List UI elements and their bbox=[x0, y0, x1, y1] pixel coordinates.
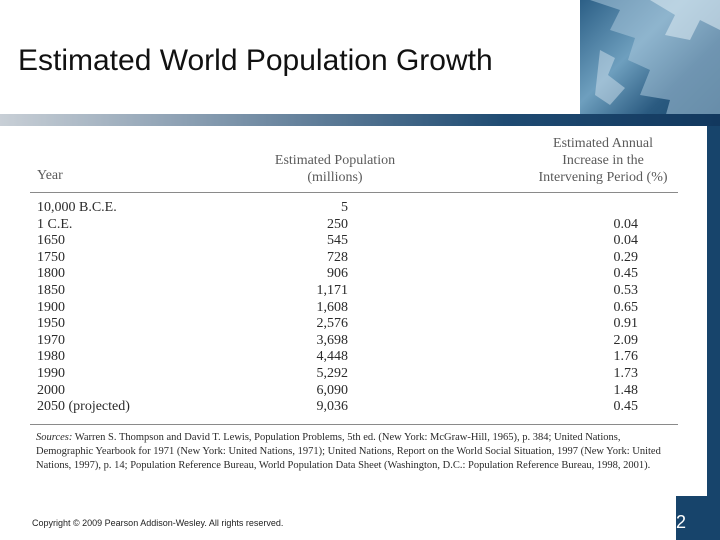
title-divider-band bbox=[0, 114, 720, 126]
right-accent-bar bbox=[707, 126, 720, 540]
cell-population: 5 bbox=[341, 200, 348, 215]
cell-increase: 0.53 bbox=[613, 282, 639, 298]
cell-population: 9,036 bbox=[316, 399, 349, 415]
cell-increase: 1.73 bbox=[613, 365, 639, 381]
cell-increase: 2.09 bbox=[613, 332, 639, 348]
cell-year: 1850 bbox=[37, 282, 65, 298]
cell-year: 10,000 B.C.E. bbox=[37, 200, 117, 215]
table-row: 2050 (projected) 9,036 0.45 bbox=[30, 399, 678, 416]
world-map-graphic bbox=[590, 0, 720, 118]
cell-year: 1650 bbox=[37, 233, 65, 249]
cell-year: 1950 bbox=[37, 316, 65, 332]
map-corner-image bbox=[580, 0, 720, 118]
cell-increase: 0.29 bbox=[613, 249, 639, 265]
slide-title: Estimated World Population Growth bbox=[18, 44, 493, 77]
table-body: 10,000 B.C.E. 5 1 C.E. 250 0.04 1650 545… bbox=[30, 193, 678, 416]
cell-population: 906 bbox=[327, 266, 348, 282]
cell-increase: 0.04 bbox=[613, 233, 639, 249]
cell-year: 1 C.E. bbox=[37, 216, 73, 232]
cell-population: 2,576 bbox=[316, 316, 349, 332]
cell-increase: 0.04 bbox=[613, 216, 639, 232]
header-increase-line1: Estimated Annual bbox=[553, 136, 653, 151]
cell-population: 6,090 bbox=[316, 382, 349, 398]
table-row: 1950 2,576 0.91 bbox=[30, 316, 678, 333]
cell-increase: 0.45 bbox=[613, 399, 639, 415]
table-row: 1970 3,698 2.09 bbox=[30, 333, 678, 350]
page-number: 2 bbox=[675, 512, 686, 532]
cell-increase: 1.48 bbox=[613, 382, 639, 398]
cell-population: 1,608 bbox=[316, 299, 349, 315]
header-increase: Estimated Annual Increase in the Interve… bbox=[528, 135, 678, 186]
cell-population: 4,448 bbox=[316, 349, 349, 365]
header-increase-line3: Intervening Period (%) bbox=[538, 170, 668, 185]
table-row: 1990 5,292 1.73 bbox=[30, 366, 678, 383]
cell-year: 1750 bbox=[37, 249, 65, 265]
table-row: 1800 906 0.45 bbox=[30, 266, 678, 283]
cell-population: 1,171 bbox=[316, 282, 349, 298]
cell-year: 1990 bbox=[37, 365, 65, 381]
header-population-line2: (millions) bbox=[307, 170, 363, 185]
table-header: Year Estimated Population (millions) Est… bbox=[30, 136, 678, 193]
cell-year: 2000 bbox=[37, 382, 65, 398]
table-row: 1980 4,448 1.76 bbox=[30, 349, 678, 366]
copyright-footer: Copyright © 2009 Pearson Addison-Wesley.… bbox=[32, 518, 284, 528]
table-row: 1650 545 0.04 bbox=[30, 233, 678, 250]
cell-increase: 1.76 bbox=[613, 349, 639, 365]
population-table: Year Estimated Population (millions) Est… bbox=[30, 136, 678, 473]
header-increase-line2: Increase in the bbox=[562, 153, 644, 168]
cell-increase: 0.91 bbox=[613, 316, 639, 332]
cell-population: 250 bbox=[327, 216, 348, 232]
cell-increase: 0.65 bbox=[613, 299, 639, 315]
table-row: 1750 728 0.29 bbox=[30, 250, 678, 267]
cell-year: 2050 (projected) bbox=[37, 399, 130, 415]
table-row: 10,000 B.C.E. 5 bbox=[30, 200, 678, 217]
cell-population: 5,292 bbox=[316, 365, 349, 381]
header-year: Year bbox=[37, 168, 63, 183]
cell-population: 3,698 bbox=[316, 332, 349, 348]
sources-label: Sources: bbox=[36, 431, 73, 443]
cell-population: 545 bbox=[327, 233, 348, 249]
table-sources: Sources: Warren S. Thompson and David T.… bbox=[30, 423, 678, 473]
cell-year: 1800 bbox=[37, 266, 65, 282]
cell-year: 1970 bbox=[37, 332, 65, 348]
cell-year: 1900 bbox=[37, 299, 65, 315]
page-number-block bbox=[676, 496, 720, 540]
cell-year: 1980 bbox=[37, 349, 65, 365]
table-row: 1850 1,171 0.53 bbox=[30, 283, 678, 300]
header-population: Estimated Population (millions) bbox=[270, 152, 400, 186]
cell-population: 728 bbox=[327, 249, 348, 265]
cell-increase: 0.45 bbox=[613, 266, 639, 282]
table-row: 1 C.E. 250 0.04 bbox=[30, 217, 678, 234]
header-population-line1: Estimated Population bbox=[274, 153, 396, 168]
sources-text: Warren S. Thompson and David T. Lewis, P… bbox=[36, 431, 661, 471]
table-row: 1900 1,608 0.65 bbox=[30, 300, 678, 317]
table-row: 2000 6,090 1.48 bbox=[30, 383, 678, 400]
